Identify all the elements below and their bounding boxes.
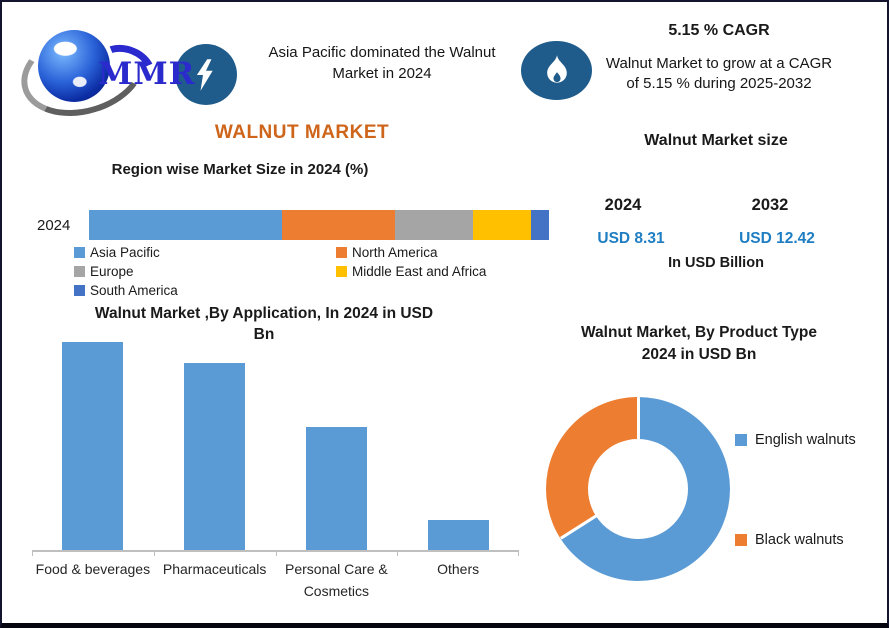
market-size-value-2032: USD 12.42 (739, 230, 815, 247)
cagr-title: 5.15 % CAGR (668, 22, 770, 39)
region-chart-title: Region wise Market Size in 2024 (%) (111, 161, 369, 178)
category-label-personal-care-cosmetics: Personal Care & Cosmetics (285, 561, 388, 599)
region-segment-middle-east-and-africa (473, 210, 531, 240)
category-label-food-beverages: Food & beverages (35, 561, 151, 577)
legend-swatch-icon (74, 266, 85, 277)
axis-tick (397, 552, 399, 556)
market-size-year-2024: 2024 (604, 196, 642, 214)
region-stacked-bar (89, 210, 549, 240)
region-axis-label: 2024 (37, 217, 71, 234)
page-title: WALNUT MARKET (214, 122, 390, 143)
legend-item-north-america: North America (336, 245, 559, 260)
flame-badge (521, 41, 592, 100)
bar-food-beverages (62, 342, 124, 550)
product-type-legend: English walnuts Black walnuts (735, 432, 856, 548)
bar-personal-care-cosmetics (305, 427, 367, 550)
legend-label: North America (352, 245, 438, 260)
legend-item-black-walnuts: Black walnuts (735, 532, 856, 548)
market-size-title: Walnut Market size (644, 132, 788, 149)
market-size-year-2032: 2032 (751, 196, 789, 214)
bar-pharmaceuticals (184, 363, 246, 550)
region-segment-south-america (530, 210, 549, 240)
legend-item-middle-east-and-africa: Middle East and Africa (336, 264, 559, 279)
legend-swatch-icon (74, 285, 85, 296)
region-legend: Asia Pacific North America Europe Middle Ea… (74, 245, 559, 298)
legend-item-europe: Europe (74, 264, 336, 279)
mmr-logo: MMR (10, 14, 194, 130)
region-segment-north-america (282, 210, 395, 240)
legend-label: Europe (90, 264, 134, 279)
legend-item-asia-pacific: Asia Pacific (74, 245, 336, 260)
cagr-text: Walnut Market to grow at a CAGR of 5.15 … (605, 55, 833, 93)
legend-label: English walnuts (755, 432, 856, 448)
globe-icon (38, 30, 110, 102)
legend-item-english-walnuts: English walnuts (735, 432, 856, 448)
legend-swatch-icon (74, 247, 85, 258)
region-segment-europe (394, 210, 474, 240)
legend-label: Middle East and Africa (352, 264, 487, 279)
cagr-block: 5.15 % CAGR Walnut Market to grow at a C… (600, 22, 838, 95)
application-bar-chart (32, 339, 519, 556)
headline-text: Asia Pacific dominated the Walnut Market… (268, 44, 496, 82)
category-label-pharmaceuticals: Pharmaceuticals (162, 561, 267, 577)
lightning-icon (196, 58, 213, 91)
application-category-labels: Food & beverages Pharmaceuticals Personal … (32, 559, 519, 602)
legend-label: Black walnuts (755, 532, 844, 548)
bar-others (427, 520, 489, 550)
region-segment-asia-pacific (89, 210, 283, 240)
axis-tick (518, 552, 519, 556)
category-label-others: Others (437, 561, 480, 577)
axis-tick (275, 552, 277, 556)
market-size-value-2024: USD 8.31 (597, 230, 665, 247)
application-chart-title: Walnut Market ,By Application, In 2024 i… (94, 305, 434, 343)
legend-swatch-icon (735, 434, 747, 446)
flame-icon (546, 54, 567, 83)
market-size-unit-note: In USD Billion (668, 255, 764, 271)
product-type-chart-title: Walnut Market, By Product Type 2024 in U… (581, 324, 817, 363)
legend-swatch-icon (735, 534, 747, 546)
legend-label: Asia Pacific (90, 245, 160, 260)
axis-tick (153, 552, 155, 556)
legend-swatch-icon (336, 247, 347, 258)
donut-hole (588, 439, 688, 539)
legend-label: South America (90, 283, 178, 298)
legend-swatch-icon (336, 266, 347, 277)
logo-text: MMR (98, 56, 196, 92)
legend-item-south-america: South America (74, 283, 336, 298)
axis-tick (32, 552, 33, 556)
product-type-donut-chart (546, 397, 730, 581)
lightning-badge (175, 44, 237, 105)
